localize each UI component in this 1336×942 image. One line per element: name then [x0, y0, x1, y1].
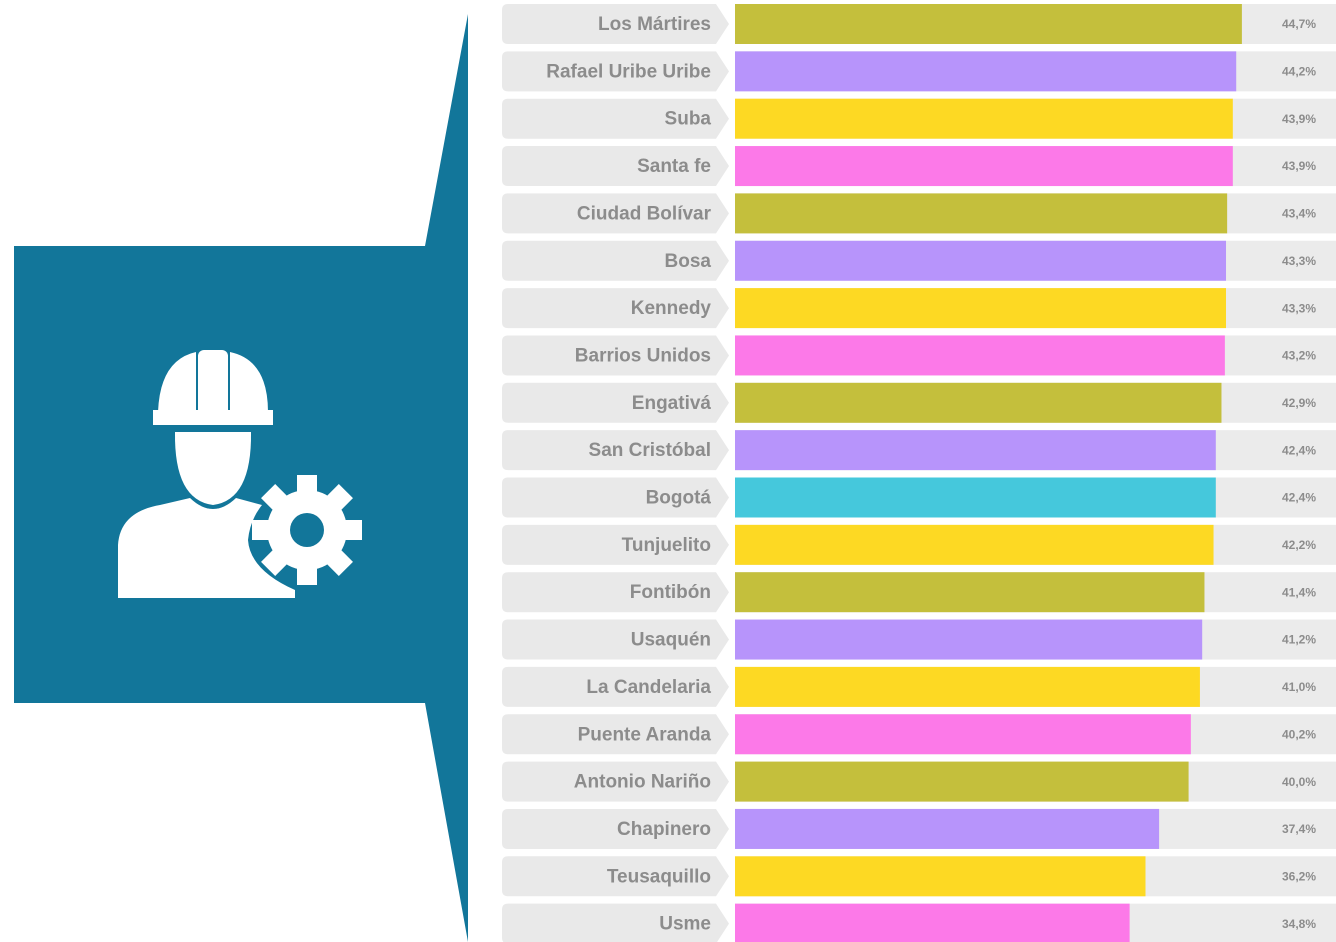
bar — [735, 288, 1227, 329]
value-label: 41,2% — [1282, 633, 1316, 647]
category-label: Antonio Nariño — [574, 772, 711, 793]
value-label: 41,0% — [1282, 680, 1316, 694]
bar — [735, 572, 1205, 613]
category-label: Teusaquillo — [607, 866, 711, 887]
value-label: 43,3% — [1282, 301, 1316, 315]
value-label: 43,9% — [1282, 159, 1316, 173]
bar — [735, 808, 1160, 849]
value-label: 41,4% — [1282, 585, 1316, 599]
label-pill — [502, 761, 729, 802]
bar — [735, 4, 1242, 44]
bar — [735, 619, 1203, 660]
category-label: Santa fe — [637, 156, 711, 177]
label-pill — [502, 808, 729, 849]
category-label: Ciudad Bolívar — [577, 203, 712, 224]
bar — [735, 51, 1237, 92]
bar — [735, 524, 1214, 565]
label-pill — [502, 903, 729, 942]
label-pill — [502, 714, 729, 755]
label-pill — [502, 240, 729, 281]
label-pill — [502, 524, 729, 565]
bar — [735, 477, 1216, 518]
bar — [735, 193, 1228, 234]
value-label: 40,0% — [1282, 775, 1316, 789]
value-label: 36,2% — [1282, 869, 1316, 883]
label-pill — [502, 4, 729, 44]
category-label: La Candelaria — [586, 677, 711, 698]
label-pill — [502, 146, 729, 187]
label-pill — [502, 666, 729, 707]
worker-icon — [118, 350, 362, 598]
label-pill — [502, 477, 729, 518]
category-label: Kennedy — [631, 298, 712, 319]
value-label: 42,4% — [1282, 443, 1316, 457]
category-label: San Cristóbal — [589, 440, 711, 461]
category-label: Barrios Unidos — [575, 345, 711, 366]
category-label: Bogotá — [646, 488, 712, 509]
bar — [735, 382, 1222, 423]
value-label: 43,2% — [1282, 349, 1316, 363]
label-pill — [502, 98, 729, 139]
bar — [735, 666, 1200, 707]
label-pill — [502, 51, 729, 92]
label-pill — [502, 288, 729, 329]
category-label: Usme — [659, 914, 711, 935]
label-pill — [502, 382, 729, 423]
category-label: Bosa — [665, 251, 712, 272]
category-label: Los Mártires — [598, 14, 711, 35]
category-label: Puente Aranda — [578, 724, 712, 745]
bar — [735, 903, 1130, 942]
bar — [735, 856, 1146, 897]
category-label: Engativá — [632, 393, 712, 414]
value-label: 44,2% — [1282, 65, 1316, 79]
bar — [735, 714, 1191, 755]
value-label: 43,9% — [1282, 112, 1316, 126]
bar — [735, 335, 1225, 376]
value-label: 42,9% — [1282, 396, 1316, 410]
label-pill — [502, 335, 729, 376]
bar — [735, 761, 1189, 802]
value-label: 43,4% — [1282, 207, 1316, 221]
value-label: 42,4% — [1282, 491, 1316, 505]
label-pill — [502, 619, 729, 660]
label-pill — [502, 572, 729, 613]
value-label: 40,2% — [1282, 727, 1316, 741]
label-pill — [502, 430, 729, 471]
category-label: Suba — [665, 109, 712, 130]
bar — [735, 430, 1216, 471]
value-label: 34,8% — [1282, 917, 1316, 931]
category-label: Usaquén — [631, 630, 711, 651]
bar — [735, 240, 1227, 281]
bar — [735, 146, 1233, 187]
value-label: 42,2% — [1282, 538, 1316, 552]
category-label: Chapinero — [617, 819, 711, 840]
category-label: Rafael Uribe Uribe — [546, 61, 711, 82]
value-label: 44,7% — [1282, 17, 1316, 31]
side-panel — [14, 14, 468, 942]
category-label: Tunjuelito — [622, 535, 711, 556]
value-label: 43,3% — [1282, 254, 1316, 268]
label-pill — [502, 856, 729, 897]
label-pill — [502, 193, 729, 234]
bar — [735, 98, 1233, 139]
category-label: Fontibón — [630, 582, 711, 603]
value-label: 37,4% — [1282, 822, 1316, 836]
